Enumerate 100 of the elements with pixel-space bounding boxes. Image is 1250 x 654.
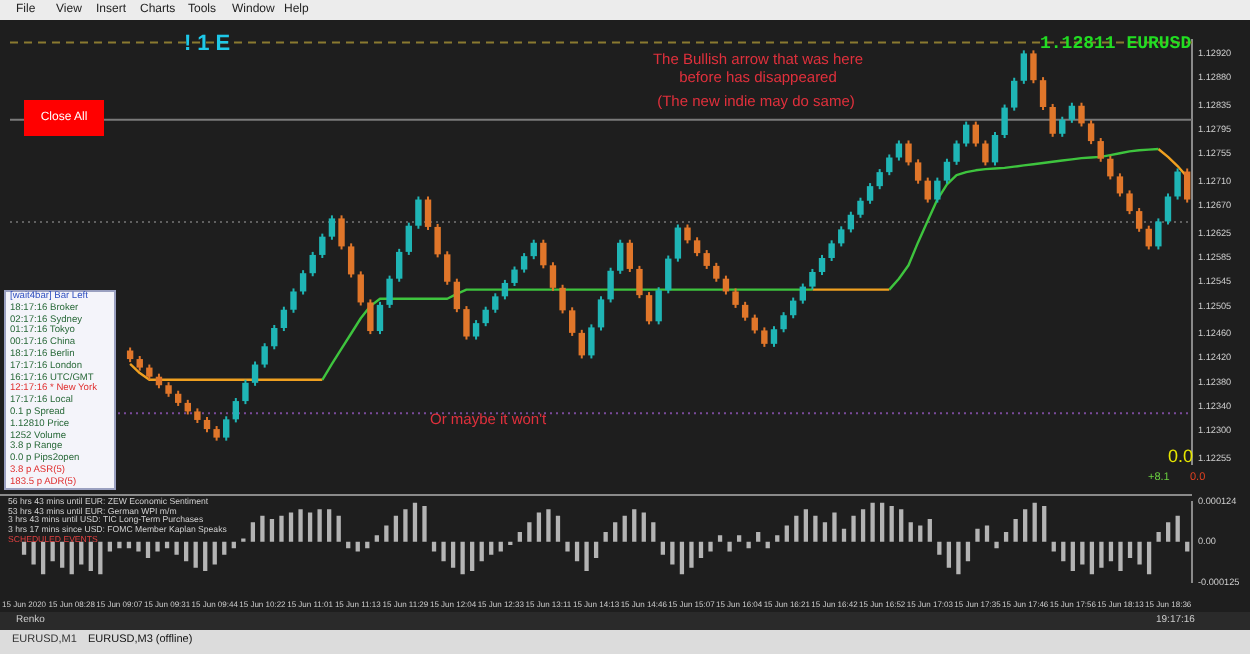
bar xyxy=(975,528,980,542)
bar xyxy=(574,541,580,562)
bar xyxy=(603,532,608,542)
candlestick xyxy=(530,238,537,261)
candlestick xyxy=(347,242,355,279)
bar xyxy=(679,541,685,575)
candlestick xyxy=(962,120,970,148)
candlestick xyxy=(838,225,845,248)
candlestick xyxy=(520,252,528,274)
candlestick xyxy=(655,286,662,326)
bar xyxy=(1127,541,1133,559)
bar xyxy=(584,541,589,572)
bar xyxy=(1185,541,1190,552)
bar xyxy=(1156,532,1161,542)
candlestick xyxy=(415,195,422,230)
bar xyxy=(470,541,475,572)
bar xyxy=(441,541,446,562)
bar xyxy=(937,541,942,555)
candlestick xyxy=(501,278,509,301)
candlestick xyxy=(674,223,682,263)
bar xyxy=(184,541,189,562)
bar xyxy=(450,541,456,568)
candlestick xyxy=(1030,49,1037,85)
bar xyxy=(1003,532,1009,542)
bar xyxy=(546,509,551,542)
candlestick xyxy=(232,397,240,424)
bar xyxy=(155,541,160,552)
bar xyxy=(145,541,151,559)
bar xyxy=(250,522,256,542)
bar xyxy=(1042,506,1047,542)
bar xyxy=(813,515,818,542)
candlestick xyxy=(299,269,307,296)
candlestick xyxy=(588,323,595,360)
bar xyxy=(1175,515,1180,542)
bar xyxy=(460,541,465,575)
candlestick xyxy=(251,360,259,387)
bar xyxy=(298,509,303,542)
bar xyxy=(69,541,74,575)
candlestick xyxy=(319,232,326,259)
candlestick xyxy=(693,236,701,258)
bar xyxy=(40,541,46,575)
candlestick xyxy=(1183,167,1191,204)
bar xyxy=(489,541,494,555)
bar xyxy=(60,541,65,568)
bar xyxy=(689,541,694,568)
candlestick xyxy=(1145,224,1152,251)
candlestick xyxy=(761,326,768,348)
bar xyxy=(527,522,532,542)
candlestick xyxy=(463,305,470,341)
bar xyxy=(622,515,627,542)
candlestick xyxy=(261,342,268,369)
candlestick xyxy=(617,238,624,275)
candlestick xyxy=(482,305,489,328)
annotation: 0.0 xyxy=(1168,446,1194,466)
bar xyxy=(698,541,704,559)
bar xyxy=(79,541,84,565)
bar xyxy=(260,515,265,542)
bar xyxy=(632,509,637,542)
candlestick xyxy=(1001,103,1008,140)
candlestick xyxy=(1011,76,1018,112)
candlestick xyxy=(732,287,739,309)
bar xyxy=(641,512,646,542)
bar xyxy=(965,541,971,562)
candlestick xyxy=(511,265,518,287)
candlestick xyxy=(309,250,316,278)
candlestick xyxy=(741,300,749,322)
bar xyxy=(269,519,275,542)
bar xyxy=(107,541,113,552)
bar xyxy=(651,522,656,542)
bar xyxy=(794,515,799,542)
candlestick xyxy=(540,238,547,270)
candlestick xyxy=(549,261,557,292)
bar xyxy=(889,506,894,542)
bar xyxy=(756,532,761,542)
bar xyxy=(174,541,179,555)
candlestick xyxy=(895,139,903,162)
bar xyxy=(822,522,828,542)
candlestick xyxy=(578,328,585,360)
bar xyxy=(98,541,103,575)
candlestick xyxy=(328,214,336,241)
candlestick xyxy=(1097,137,1104,163)
candlestick xyxy=(972,120,979,148)
candlestick xyxy=(818,253,826,277)
bar xyxy=(1032,502,1037,542)
bar xyxy=(203,541,208,572)
candlestick xyxy=(857,196,864,219)
bar xyxy=(431,541,437,552)
bar xyxy=(593,541,599,559)
candlestick xyxy=(242,378,249,406)
bar xyxy=(784,525,789,542)
candlestick xyxy=(597,295,605,332)
bar xyxy=(212,541,217,565)
candlestick xyxy=(1155,217,1162,251)
candlestick xyxy=(1174,167,1181,201)
bar xyxy=(536,512,542,542)
bar xyxy=(1089,541,1095,575)
bar xyxy=(374,535,379,542)
bar xyxy=(393,515,399,542)
candlestick xyxy=(665,254,672,295)
candlestick xyxy=(568,306,576,337)
